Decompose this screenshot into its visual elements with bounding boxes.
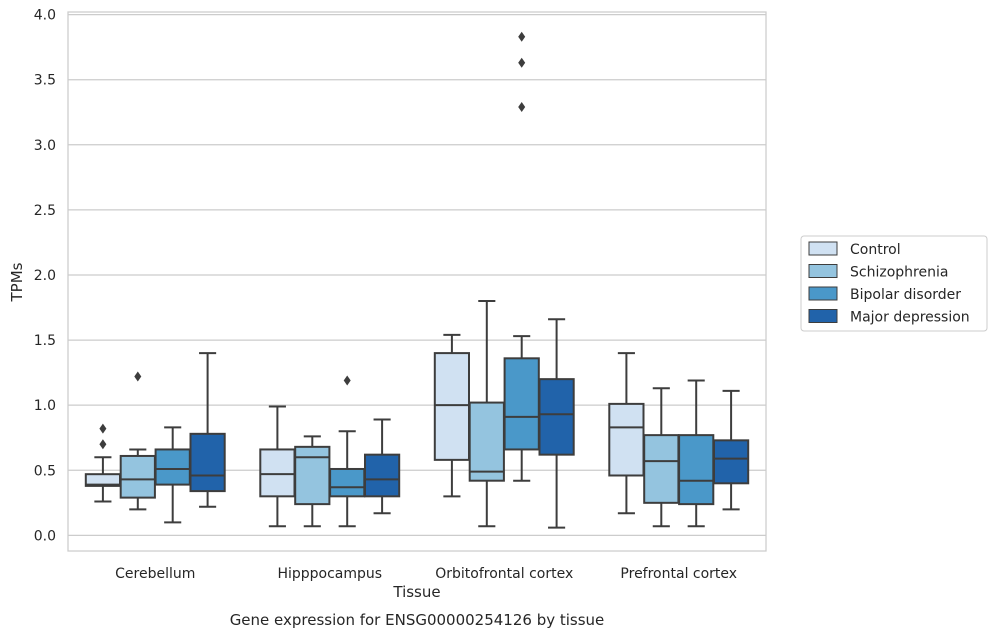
legend-label: Bipolar disorder bbox=[850, 287, 961, 303]
x-tick-label: Cerebellum bbox=[115, 566, 195, 582]
box-2-3 bbox=[538, 318, 575, 529]
box-0-2 bbox=[154, 426, 191, 524]
box-1-3 bbox=[363, 418, 401, 515]
box-iqr bbox=[433, 352, 471, 461]
box-iqr bbox=[363, 453, 401, 498]
box-iqr bbox=[189, 432, 226, 493]
box-iqr bbox=[503, 357, 540, 451]
box-iqr bbox=[119, 454, 156, 499]
box-iqr bbox=[294, 445, 331, 506]
box-1-2 bbox=[329, 375, 366, 528]
box-iqr bbox=[538, 378, 575, 456]
legend-swatch bbox=[808, 309, 838, 323]
box-iqr bbox=[608, 402, 645, 477]
box-0-3 bbox=[189, 352, 226, 508]
box-2-2 bbox=[503, 31, 540, 482]
box-3-1 bbox=[643, 387, 680, 528]
box-1-0 bbox=[259, 405, 296, 528]
y-tick-label: 2.0 bbox=[34, 268, 56, 284]
x-axis-ticks: Cerebellum Hipppocampus Orbitofrontal cort… bbox=[115, 566, 737, 582]
y-axis-ticks: 0.0 0.5 1.0 1.5 2.0 2.5 3.0 3.5 4.0 bbox=[34, 8, 56, 545]
outlier-point bbox=[343, 375, 351, 386]
box-iqr bbox=[678, 434, 715, 506]
x-tick-label: Prefrontal cortex bbox=[620, 566, 737, 582]
box-3-3 bbox=[712, 389, 750, 511]
box-2-1 bbox=[468, 300, 505, 528]
legend-label: Control bbox=[850, 242, 901, 258]
outlier-point bbox=[99, 439, 107, 450]
box-3-0 bbox=[608, 352, 645, 515]
outlier-point bbox=[134, 371, 142, 382]
legend: Control Schizophrenia Bipolar disorder Majo… bbox=[800, 235, 988, 332]
box-iqr bbox=[712, 439, 750, 485]
y-tick-label: 0.5 bbox=[34, 463, 56, 479]
legend-swatch bbox=[808, 264, 838, 278]
box-iqr bbox=[643, 434, 680, 504]
boxes bbox=[84, 31, 750, 529]
outlier-point bbox=[518, 57, 526, 68]
legend-swatch bbox=[808, 286, 838, 301]
y-tick-label: 4.0 bbox=[34, 8, 56, 24]
y-tick-label: 0.0 bbox=[34, 528, 56, 544]
box-iqr bbox=[259, 448, 296, 498]
legend-label: Schizophrenia bbox=[850, 265, 948, 281]
box-3-2 bbox=[678, 379, 715, 528]
box-0-1 bbox=[119, 371, 156, 511]
box-1-1 bbox=[294, 435, 331, 528]
chart-caption: Gene expression for ENSG00000254126 by t… bbox=[230, 611, 605, 629]
outlier-point bbox=[518, 102, 526, 113]
box-iqr bbox=[468, 401, 505, 482]
x-axis-label: Tissue bbox=[392, 583, 440, 601]
box-iqr bbox=[329, 467, 366, 498]
box-iqr bbox=[154, 448, 191, 486]
plot-frame bbox=[67, 11, 767, 552]
y-tick-label: 2.5 bbox=[34, 203, 56, 219]
y-tick-label: 1.0 bbox=[34, 398, 56, 414]
outlier-point bbox=[518, 31, 526, 42]
y-axis-label: TPMs bbox=[8, 262, 26, 302]
y-tick-label: 3.5 bbox=[34, 73, 56, 89]
box-2-0 bbox=[433, 333, 471, 498]
x-tick-label: Orbitofrontal cortex bbox=[435, 566, 573, 582]
box-0-0 bbox=[84, 423, 122, 503]
x-tick-label: Hipppocampus bbox=[277, 566, 382, 582]
y-tick-label: 3.0 bbox=[34, 138, 56, 154]
legend-frame bbox=[800, 235, 988, 332]
legend-label: Major depression bbox=[850, 310, 970, 326]
outlier-point bbox=[99, 423, 107, 434]
y-tick-label: 1.5 bbox=[34, 333, 56, 349]
legend-swatch bbox=[808, 241, 838, 256]
